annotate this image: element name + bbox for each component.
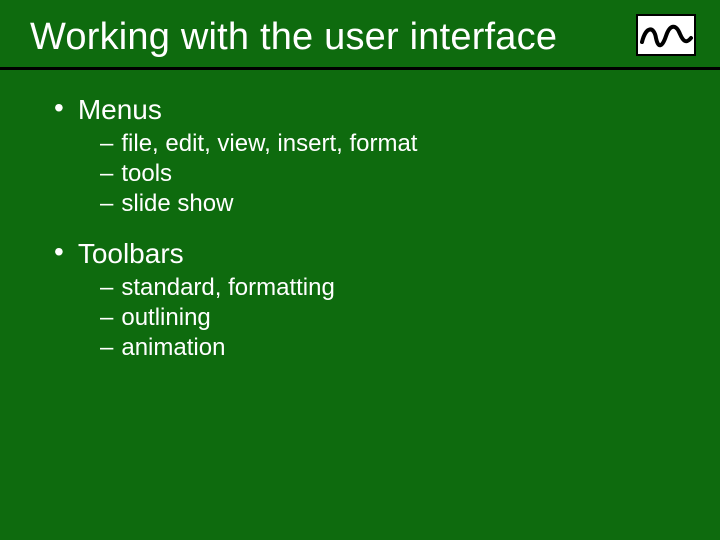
slide-content: • Menus – file, edit, view, insert, form… [0,70,720,362]
list-item: – animation [100,334,720,362]
sub-list: – standard, formatting – outlining – ani… [100,274,720,362]
list-item: • Toolbars [54,238,720,270]
sub-bullet-label: file, edit, view, insert, format [121,130,417,158]
list-item: – file, edit, view, insert, format [100,130,720,158]
dash-icon: – [100,274,113,302]
dash-icon: – [100,160,113,188]
dash-icon: – [100,304,113,332]
list-item: • Menus [54,94,720,126]
slide-title: Working with the user interface [30,16,557,59]
list-item: – tools [100,160,720,188]
list-item: – standard, formatting [100,274,720,302]
dash-icon: – [100,190,113,218]
bullet-dot-icon: • [54,238,64,266]
sub-bullet-label: tools [121,160,172,188]
bullet-label: Menus [78,94,162,126]
signature-logo-icon [636,14,696,61]
title-bar: Working with the user interface [0,0,720,70]
sub-bullet-label: slide show [121,190,233,218]
sub-bullet-label: standard, formatting [121,274,334,302]
bullet-label: Toolbars [78,238,184,270]
list-item: – outlining [100,304,720,332]
sub-bullet-label: outlining [121,304,210,332]
dash-icon: – [100,334,113,362]
slide: Working with the user interface • Menus … [0,0,720,540]
dash-icon: – [100,130,113,158]
sub-bullet-label: animation [121,334,225,362]
list-item: – slide show [100,190,720,218]
sub-list: – file, edit, view, insert, format – too… [100,130,720,218]
bullet-dot-icon: • [54,94,64,122]
